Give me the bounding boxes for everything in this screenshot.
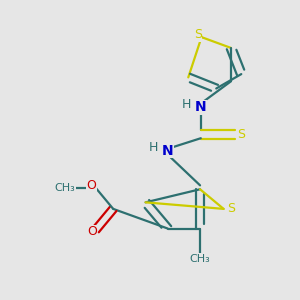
Text: H: H xyxy=(149,141,158,154)
Text: N: N xyxy=(162,144,173,158)
Text: H: H xyxy=(182,98,191,111)
Text: S: S xyxy=(227,202,235,215)
Text: CH₃: CH₃ xyxy=(190,254,210,264)
Text: CH₃: CH₃ xyxy=(54,183,75,193)
Text: O: O xyxy=(87,225,97,238)
Text: S: S xyxy=(237,128,245,141)
Text: S: S xyxy=(194,28,202,41)
Text: O: O xyxy=(86,179,96,193)
Text: N: N xyxy=(195,100,207,115)
